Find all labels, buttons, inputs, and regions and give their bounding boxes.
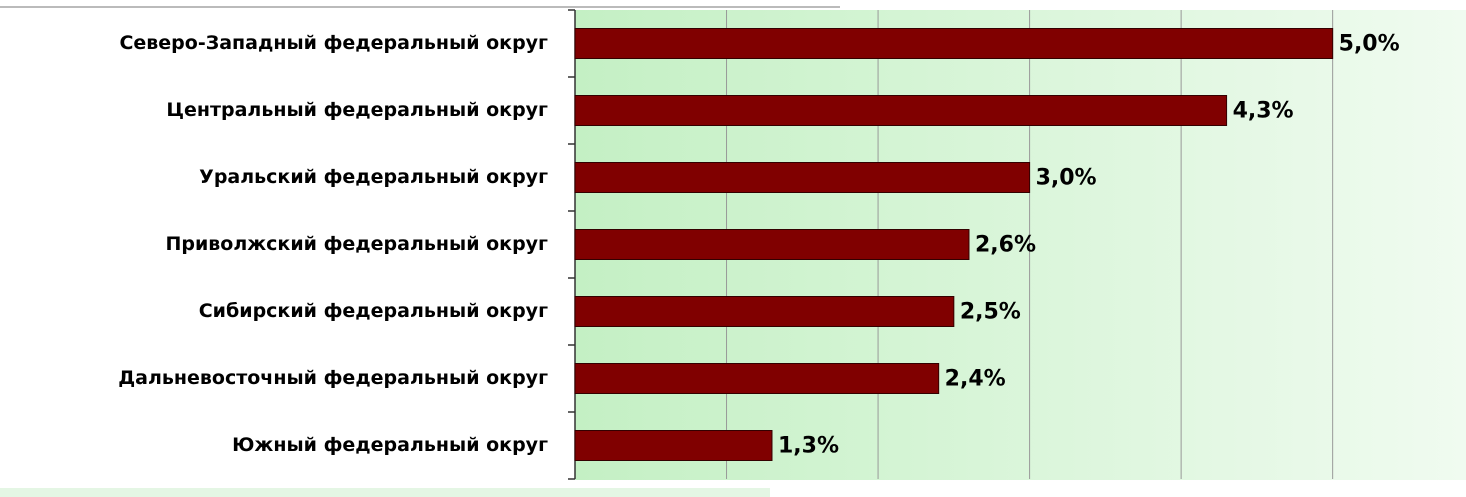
bar: [574, 162, 1031, 193]
category-label: Центральный федеральный округ: [166, 99, 548, 121]
bar: [574, 430, 773, 461]
bar: [574, 95, 1228, 126]
value-label: 2,5%: [960, 300, 1021, 325]
bar: [574, 363, 940, 394]
category-label: Уральский федеральный округ: [199, 166, 548, 188]
bar: [574, 229, 970, 260]
category-label: Приволжский федеральный округ: [165, 233, 548, 255]
bar: [574, 28, 1334, 59]
category-label: Дальневосточный федеральный округ: [118, 367, 548, 389]
category-label: Южный федеральный округ: [232, 434, 548, 456]
value-label: 2,6%: [975, 233, 1036, 258]
value-label: 3,0%: [1036, 166, 1097, 191]
footer-strip: [0, 488, 770, 497]
bar: [574, 296, 955, 327]
value-label: 4,3%: [1233, 99, 1294, 124]
value-label: 5,0%: [1339, 32, 1400, 57]
value-label: 1,3%: [778, 434, 839, 459]
value-label: 2,4%: [945, 367, 1006, 392]
category-label: Сибирский федеральный округ: [199, 300, 548, 322]
category-label: Северо-Западный федеральный округ: [119, 32, 548, 54]
